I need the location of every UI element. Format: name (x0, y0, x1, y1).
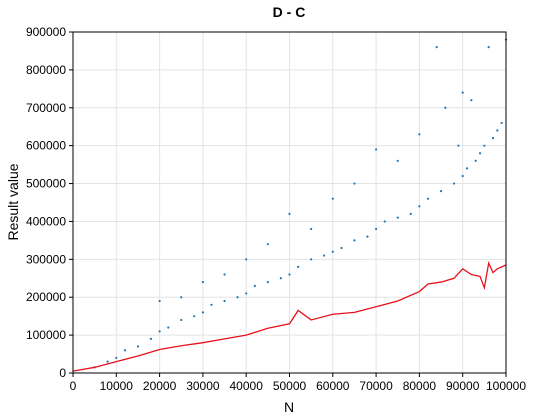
data-point (288, 273, 291, 276)
data-point (167, 326, 170, 329)
data-point (266, 280, 269, 284)
data-point (136, 345, 140, 348)
data-point (452, 182, 456, 185)
x-tick-label: 20000 (143, 379, 177, 393)
mean-line (72, 260, 507, 372)
data-point (444, 106, 447, 109)
data-point (288, 212, 291, 215)
data-point (245, 292, 248, 295)
data-point (435, 46, 438, 49)
y-axis: 0 100000 200000 300000 400000 500000 600000 700… (26, 25, 73, 380)
data-point (236, 296, 239, 299)
x-tick-label: 70000 (359, 379, 393, 393)
x-tick-label: 30000 (186, 379, 220, 393)
data-point (474, 159, 477, 162)
y-tick-label: 100000 (26, 328, 66, 342)
data-points (93, 38, 508, 369)
data-point (375, 148, 378, 151)
data-point (491, 136, 495, 140)
data-point (158, 299, 161, 303)
y-tick-label: 0 (59, 366, 66, 380)
y-tick-label: 300000 (26, 252, 66, 266)
data-point (223, 299, 226, 303)
data-point (483, 144, 486, 147)
y-tick-label: 400000 (26, 214, 66, 228)
data-point (500, 121, 503, 125)
data-point (123, 349, 127, 352)
data-point (253, 284, 256, 287)
x-tick-label: 50000 (273, 379, 307, 393)
data-point (426, 197, 430, 200)
x-tick-label: 90000 (446, 379, 480, 393)
x-tick-label: 0 (70, 379, 77, 393)
grid (72, 31, 507, 374)
data-point (457, 144, 460, 147)
data-point (409, 212, 412, 215)
data-point (180, 318, 183, 322)
data-point (478, 152, 482, 155)
data-point (366, 235, 369, 238)
data-point (193, 315, 196, 318)
data-point (383, 220, 386, 223)
chart-title: D - C (273, 4, 306, 20)
data-point (115, 356, 118, 359)
y-tick-label: 900000 (26, 25, 66, 39)
x-axis: 0 10000 20000 30000 40000 50000 60000 70000 8000… (70, 373, 526, 393)
data-point (201, 280, 204, 284)
data-point (470, 99, 473, 102)
data-point (297, 265, 300, 269)
y-tick-label: 600000 (26, 139, 66, 153)
data-point (340, 246, 343, 250)
data-point (266, 243, 269, 246)
y-tick-label: 700000 (26, 101, 66, 115)
data-point (223, 273, 226, 276)
data-point (496, 129, 499, 132)
y-tick-label: 500000 (26, 177, 66, 191)
data-point (353, 239, 356, 242)
x-tick-label: 100000 (486, 379, 526, 393)
y-tick-label: 200000 (26, 290, 66, 304)
data-point (439, 190, 443, 193)
data-point (418, 133, 421, 136)
data-point (396, 159, 399, 162)
data-point (461, 174, 464, 178)
y-axis-label: Result value (5, 163, 21, 240)
x-tick-label: 10000 (100, 379, 134, 393)
data-point (279, 277, 282, 280)
data-point (331, 250, 334, 253)
data-point (353, 182, 356, 185)
data-point (310, 258, 313, 261)
data-point (465, 167, 469, 170)
data-point (149, 337, 153, 340)
data-point (331, 197, 334, 200)
data-point (158, 330, 161, 333)
data-point (396, 216, 399, 219)
data-point (487, 46, 490, 49)
data-point (180, 296, 183, 299)
x-tick-label: 60000 (316, 379, 350, 393)
x-axis-label: N (284, 399, 294, 415)
data-point (418, 205, 421, 208)
data-point (201, 311, 204, 314)
y-tick-label: 800000 (26, 63, 66, 77)
data-point (375, 227, 378, 231)
x-tick-label: 80000 (403, 379, 437, 393)
data-point (310, 227, 313, 231)
data-point (210, 303, 213, 306)
data-point (245, 258, 248, 261)
data-point (461, 91, 464, 94)
data-point (323, 254, 326, 257)
x-tick-label: 40000 (230, 379, 264, 393)
data-point (106, 360, 109, 363)
